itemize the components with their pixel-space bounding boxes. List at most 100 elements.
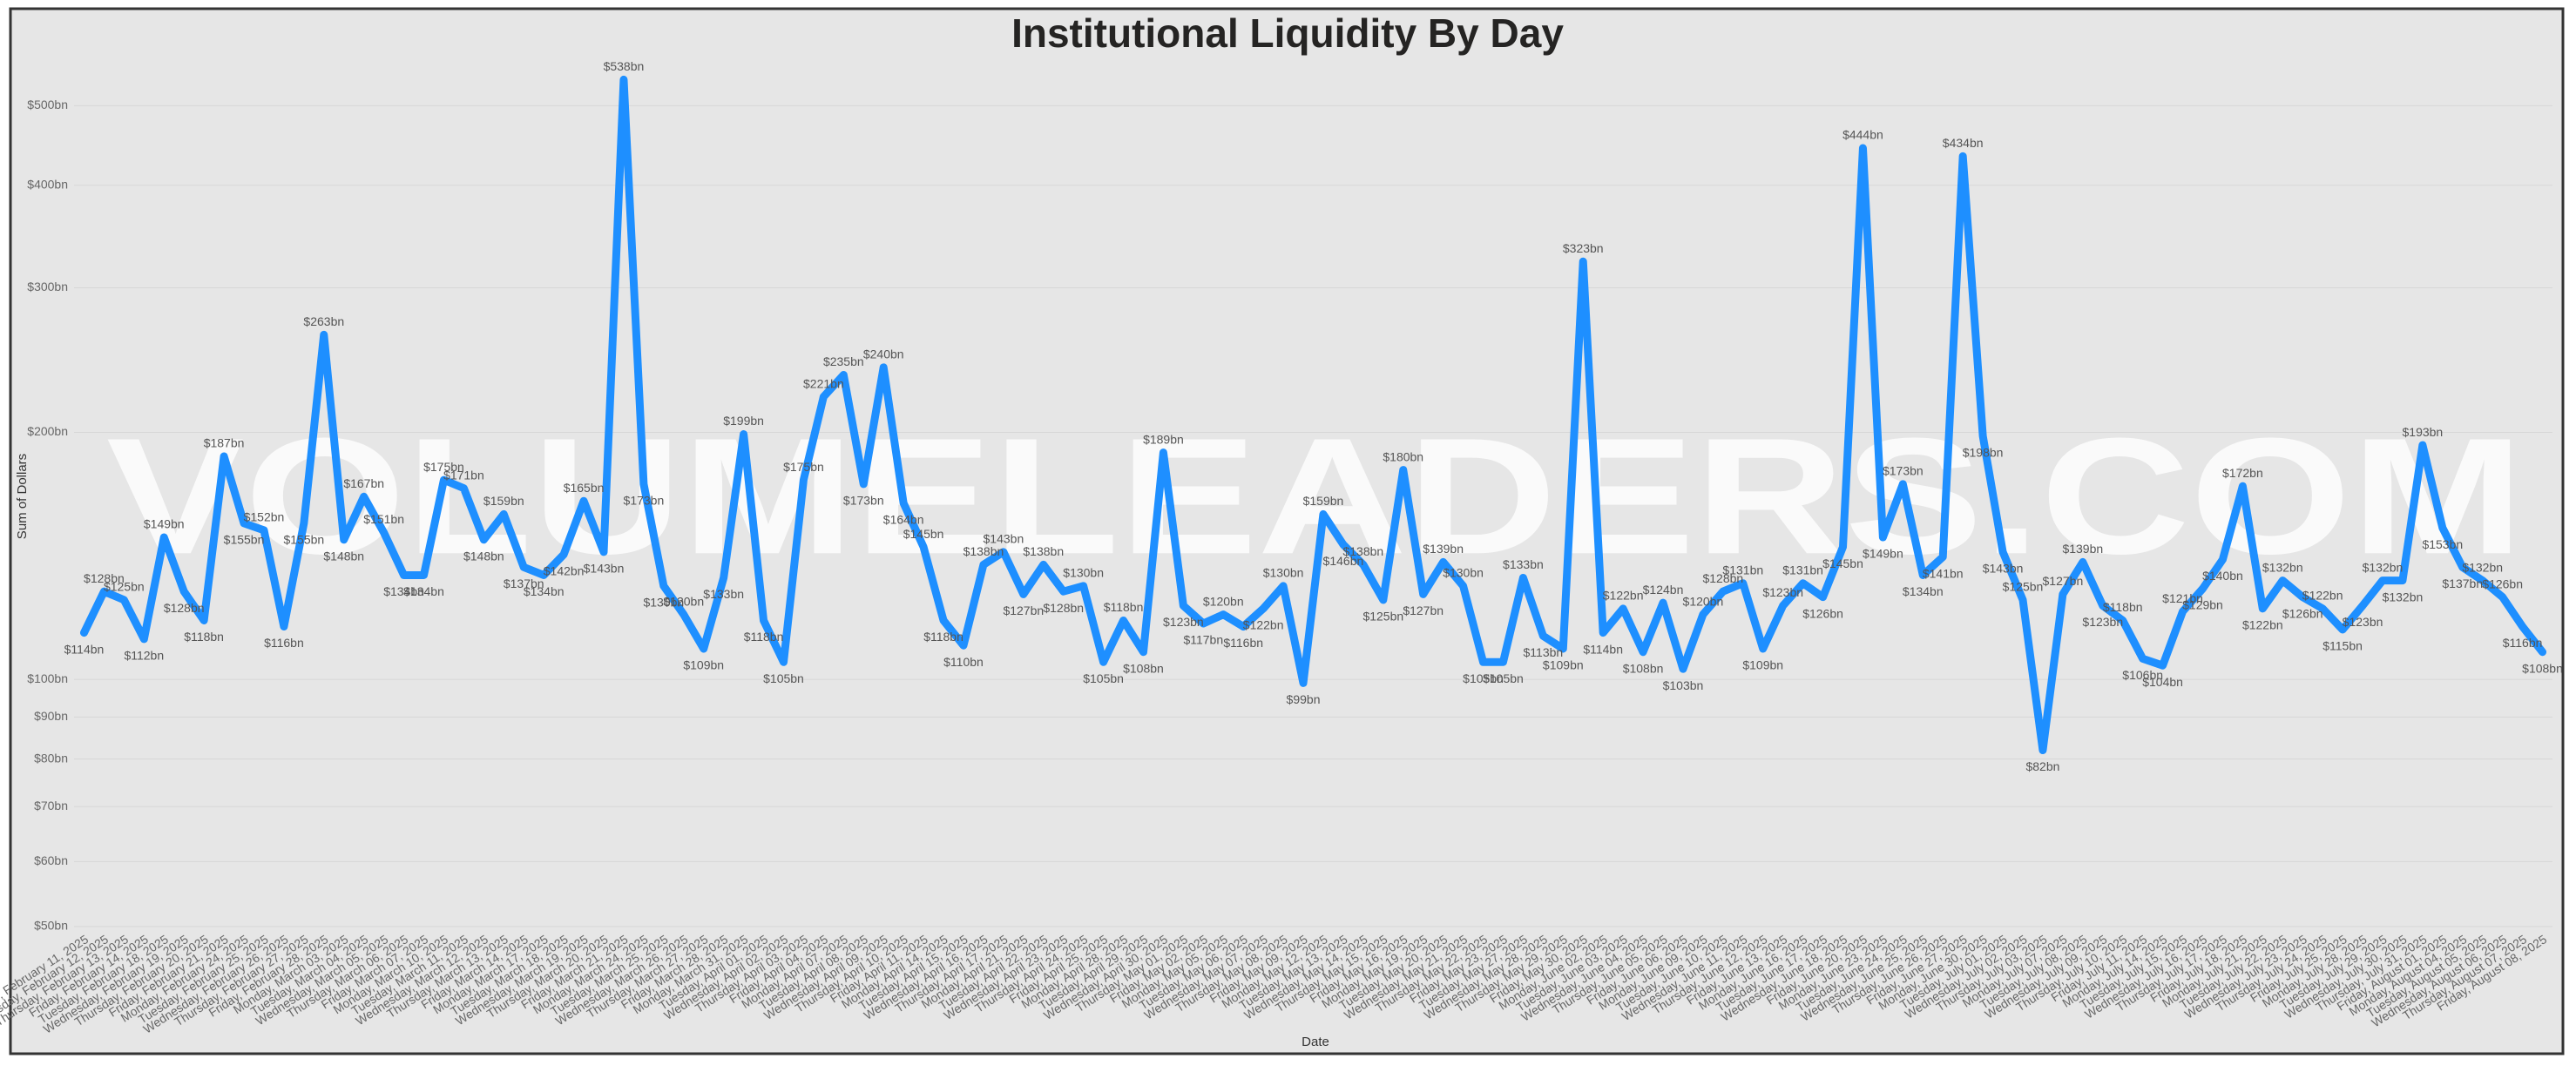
data-label: $124bn bbox=[1643, 583, 1684, 597]
data-label: $139bn bbox=[1423, 542, 1464, 556]
y-tick-label: $300bn bbox=[27, 280, 68, 293]
data-label: $128bn bbox=[1702, 571, 1743, 585]
grid bbox=[74, 105, 2552, 927]
data-label: $121bn bbox=[2162, 591, 2203, 605]
data-label: $167bn bbox=[343, 476, 384, 490]
data-label: $138bn bbox=[963, 544, 1004, 558]
y-tick-label: $500bn bbox=[27, 98, 68, 111]
data-label: $189bn bbox=[1143, 432, 1184, 446]
data-label: $125bn bbox=[2003, 580, 2044, 594]
y-tick-label: $70bn bbox=[34, 799, 68, 812]
data-label: $134bn bbox=[524, 584, 565, 598]
data-label: $103bn bbox=[1663, 678, 1704, 692]
data-label: $113bn bbox=[1524, 645, 1564, 659]
data-label: $263bn bbox=[303, 314, 344, 328]
data-label: $123bn bbox=[2082, 615, 2123, 629]
data-label: $173bn bbox=[1883, 464, 1924, 478]
data-label: $116bn bbox=[1223, 636, 1263, 650]
data-label: $155bn bbox=[224, 533, 265, 547]
plot-area: $114bn$128bn$125bn$112bn$149bn$128bn$118… bbox=[64, 59, 2563, 773]
data-label: $122bn bbox=[2242, 618, 2283, 632]
data-label: $117bn bbox=[1183, 633, 1223, 647]
data-label: $104bn bbox=[2142, 675, 2183, 689]
data-label: $148bn bbox=[463, 549, 504, 563]
data-label: $175bn bbox=[783, 460, 824, 474]
x-axis-title: Date bbox=[1302, 1035, 1329, 1049]
y-tick-label: $200bn bbox=[27, 424, 68, 438]
data-label: $538bn bbox=[604, 59, 645, 73]
data-label: $164bn bbox=[883, 512, 924, 526]
data-label: $141bn bbox=[1923, 566, 1964, 580]
data-label: $118bn bbox=[184, 630, 224, 644]
data-label: $131bn bbox=[1722, 563, 1763, 576]
data-label: $120bn bbox=[663, 594, 704, 608]
data-label: $105bn bbox=[1083, 671, 1124, 685]
data-label: $175bn bbox=[423, 460, 464, 474]
data-label: $145bn bbox=[1822, 556, 1863, 570]
data-label: $138bn bbox=[1342, 544, 1383, 558]
data-label: $128bn bbox=[84, 571, 125, 585]
data-label: $112bn bbox=[124, 649, 164, 663]
data-label: $110bn bbox=[943, 655, 984, 669]
data-label: $109bn bbox=[1543, 658, 1584, 672]
data-label: $115bn bbox=[2322, 639, 2363, 653]
data-label: $132bn bbox=[2262, 560, 2303, 574]
data-label: $434bn bbox=[1943, 136, 1984, 150]
y-tick-label: $80bn bbox=[34, 751, 68, 765]
data-label: $108bn bbox=[2522, 661, 2563, 675]
data-label: $125bn bbox=[104, 580, 145, 594]
data-label: $172bn bbox=[2222, 466, 2263, 480]
data-label: $118bn bbox=[2103, 600, 2143, 614]
data-label: $126bn bbox=[1802, 606, 1843, 620]
data-label: $126bn bbox=[2282, 606, 2323, 620]
data-label: $105bn bbox=[1483, 671, 1524, 685]
data-label: $240bn bbox=[863, 347, 904, 361]
data-label: $159bn bbox=[1303, 494, 1344, 508]
data-label: $130bn bbox=[1063, 566, 1104, 580]
data-label: $143bn bbox=[584, 562, 625, 576]
data-label: $108bn bbox=[1123, 661, 1164, 675]
data-label: $134bn bbox=[403, 584, 444, 598]
data-label: $122bn bbox=[1243, 618, 1284, 632]
y-tick-label: $90bn bbox=[34, 709, 68, 723]
data-label: $116bn bbox=[264, 636, 304, 650]
data-label: $133bn bbox=[703, 587, 744, 601]
data-label: $132bn bbox=[2363, 560, 2404, 574]
data-label: $132bn bbox=[2462, 560, 2503, 574]
data-label: $143bn bbox=[1983, 562, 2024, 576]
data-label: $130bn bbox=[1263, 566, 1304, 580]
data-label: $221bn bbox=[803, 376, 844, 390]
data-label: $173bn bbox=[843, 494, 884, 508]
data-label: $138bn bbox=[1023, 544, 1064, 558]
data-label: $187bn bbox=[204, 436, 245, 450]
data-label: $126bn bbox=[2482, 576, 2523, 590]
data-label: $108bn bbox=[1623, 661, 1664, 675]
data-label: $193bn bbox=[2403, 425, 2444, 439]
data-label: $143bn bbox=[984, 532, 1024, 546]
data-label: $199bn bbox=[723, 414, 764, 428]
data-label: $125bn bbox=[1362, 610, 1403, 624]
data-label: $114bn bbox=[1583, 642, 1623, 656]
data-label: $123bn bbox=[1762, 585, 1803, 599]
data-label: $116bn bbox=[2503, 636, 2543, 650]
data-label: $152bn bbox=[244, 510, 285, 524]
data-label: $105bn bbox=[1463, 671, 1504, 685]
data-label: $323bn bbox=[1563, 241, 1604, 255]
data-label: $127bn bbox=[1403, 603, 1444, 617]
chart-title: Institutional Liquidity By Day bbox=[1011, 10, 1564, 56]
data-label: $153bn bbox=[2422, 537, 2463, 551]
y-tick-label: $400bn bbox=[27, 177, 68, 191]
data-label: $130bn bbox=[1443, 566, 1484, 580]
data-label: $198bn bbox=[1963, 445, 2004, 459]
data-label: $134bn bbox=[1903, 584, 1944, 598]
data-label: $127bn bbox=[2043, 574, 2084, 588]
data-label: $171bn bbox=[443, 468, 484, 482]
data-label: $114bn bbox=[64, 642, 105, 656]
data-label: $149bn bbox=[1863, 547, 1903, 561]
data-label: $133bn bbox=[1503, 557, 1544, 571]
data-label: $137bn bbox=[504, 576, 544, 590]
y-tick-label: $100bn bbox=[27, 671, 68, 685]
data-label: $128bn bbox=[164, 601, 205, 615]
